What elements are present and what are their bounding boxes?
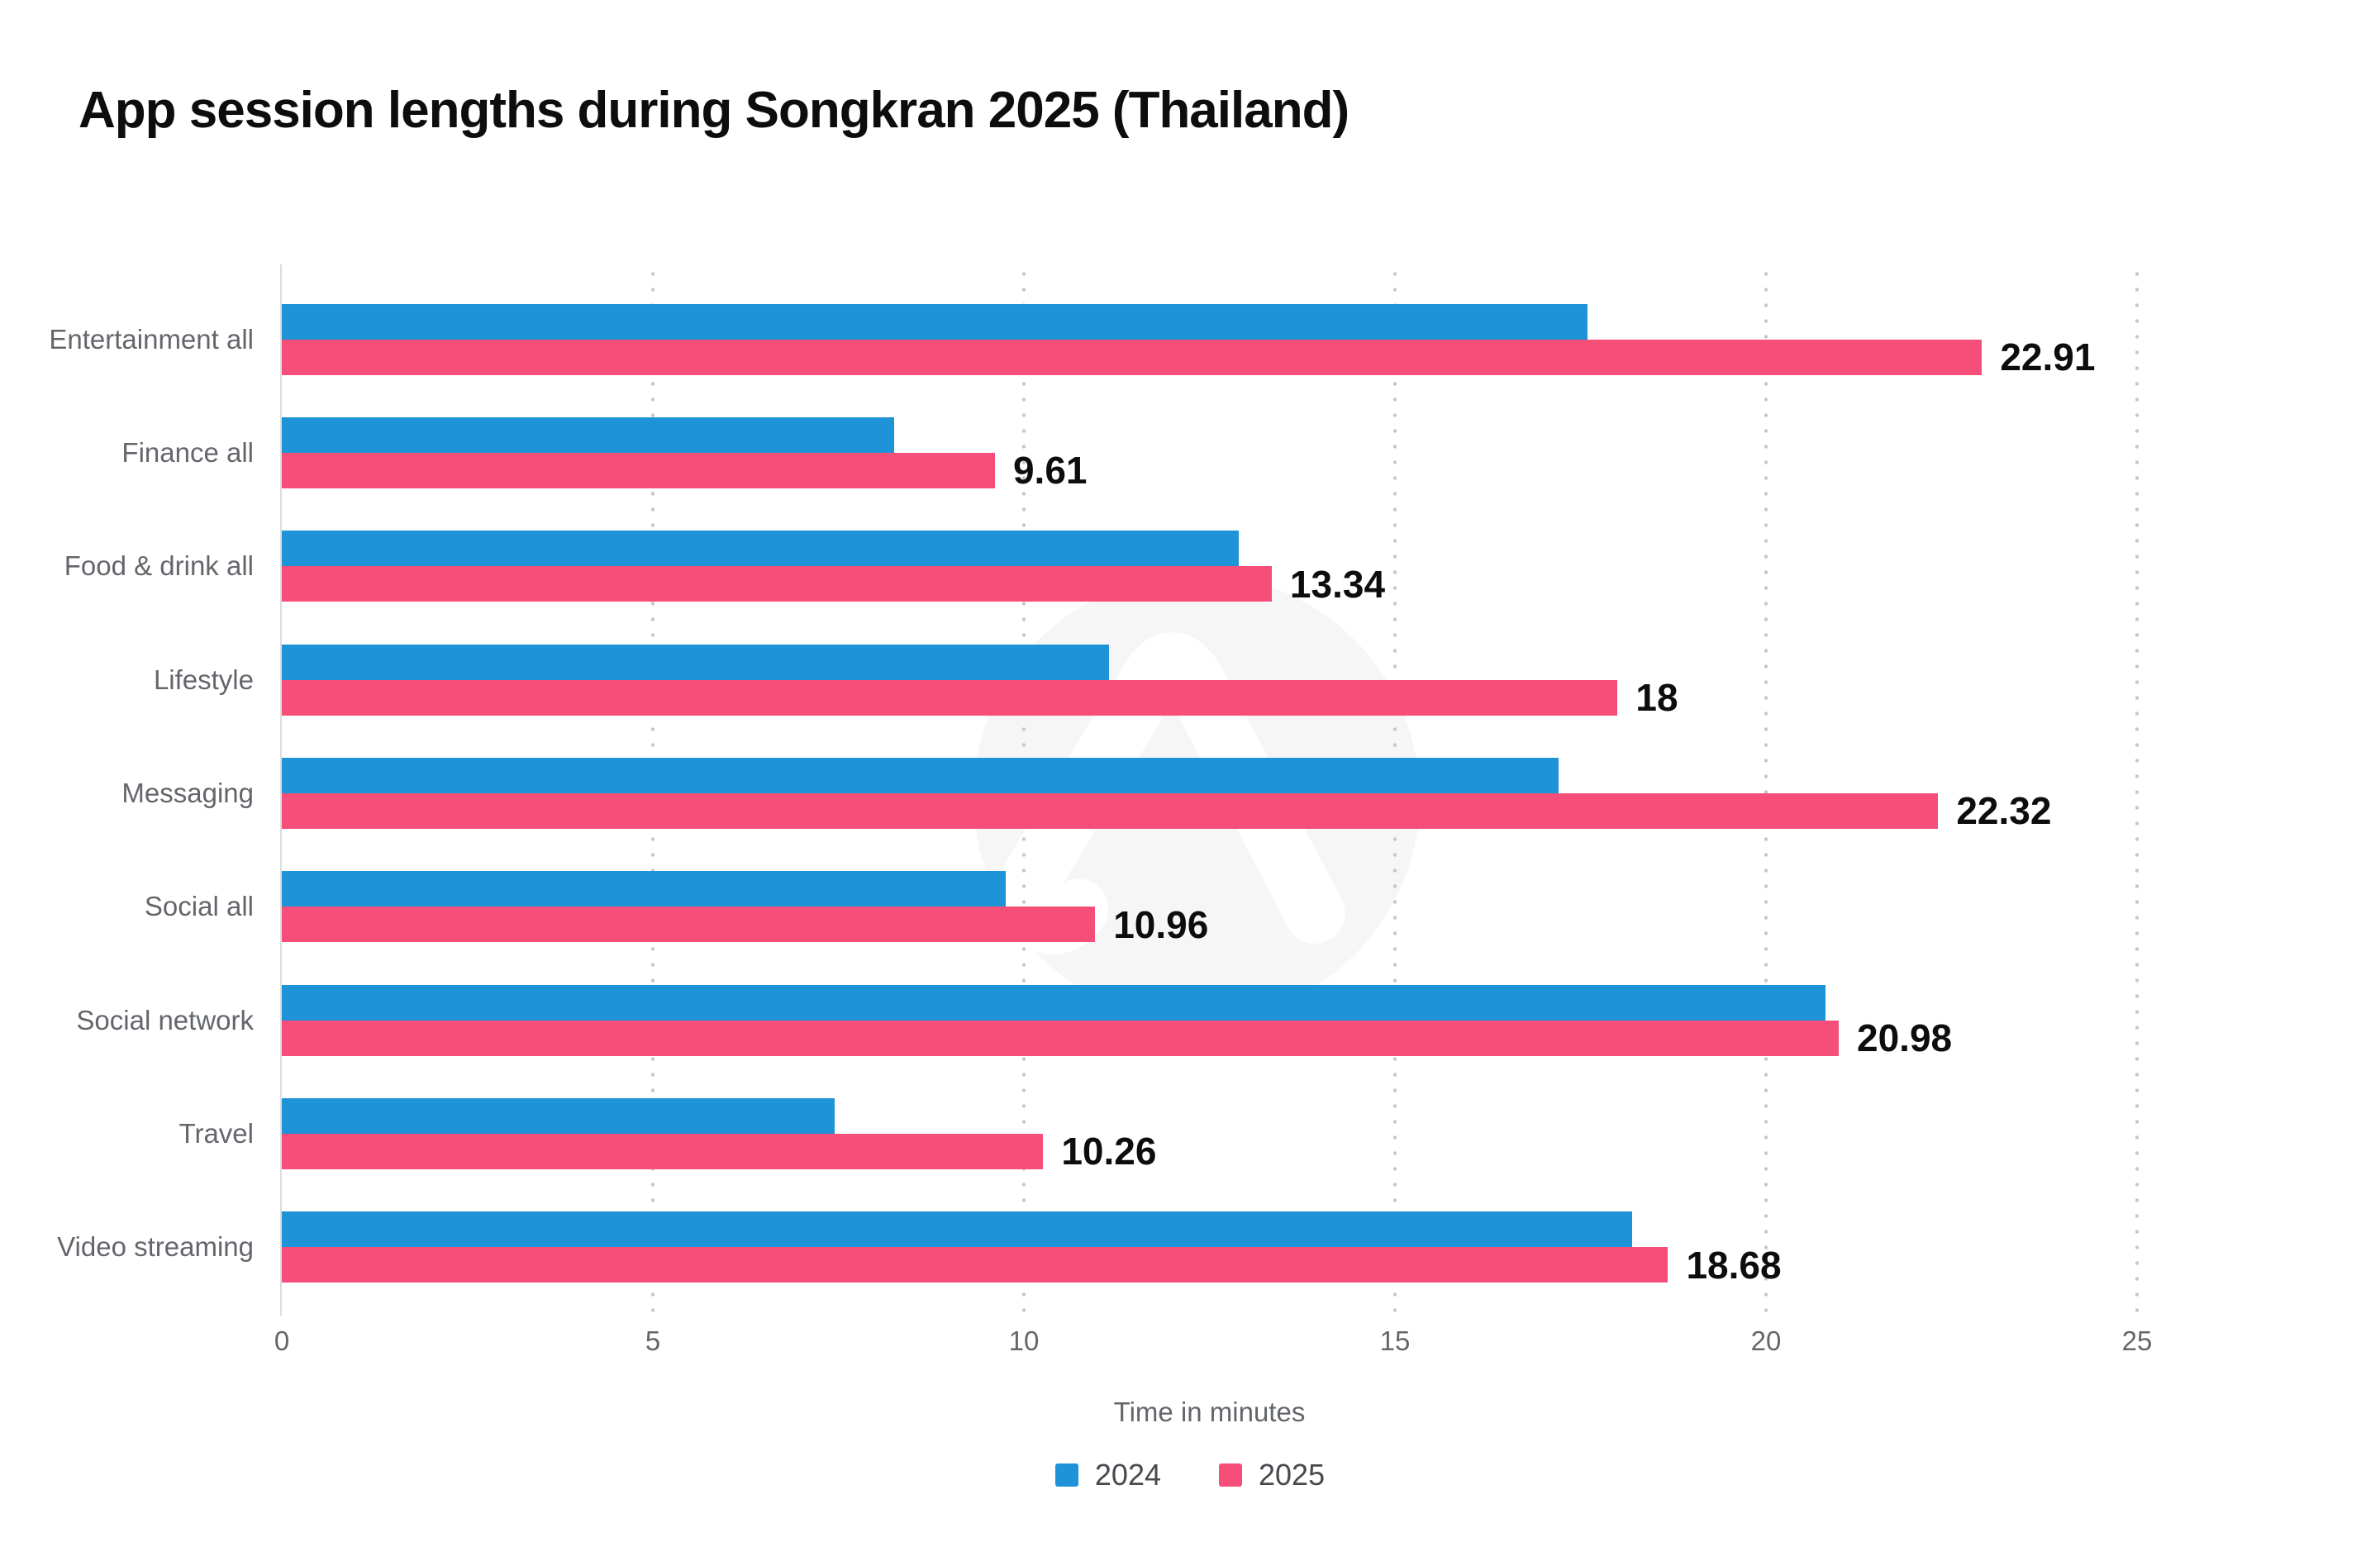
category-row: Finance all 9.61 [121, 396, 2137, 509]
bar-line-2025: 13.34 [282, 563, 2137, 606]
x-tick-label-0: 0 [274, 1325, 290, 1356]
bar-2024 [282, 871, 1006, 907]
legend-item-2025: 2025 [1219, 1458, 1325, 1492]
bar-line-2024 [282, 644, 2137, 680]
data-label: 22.32 [1956, 789, 2052, 833]
bar-line-2024 [282, 1211, 2137, 1248]
legend-label: 2024 [1094, 1458, 1161, 1492]
bar-2025 [282, 792, 1939, 829]
legend: 2024 2025 [0, 1458, 2380, 1492]
bar-line-2025: 18.68 [282, 1244, 2137, 1287]
bar-line-2025: 18 [282, 676, 2137, 719]
category-label: Travel [178, 1117, 254, 1149]
bar-line-2024 [282, 303, 2137, 340]
bar-pair: 22.32 [282, 757, 2137, 832]
bar-2025 [282, 1247, 1668, 1283]
gridline-20 [1764, 266, 1768, 1316]
y-axis-line [280, 264, 282, 1316]
bar-line-2025: 22.32 [282, 789, 2137, 832]
bar-line-2024 [282, 531, 2137, 567]
bar-line-2025: 9.61 [282, 449, 2137, 492]
x-tick-label-25: 25 [2121, 1325, 2153, 1356]
data-label: 10.26 [1061, 1130, 1157, 1173]
x-tick-label-10: 10 [1008, 1325, 1040, 1356]
data-label: 18 [1635, 676, 1678, 720]
legend-item-2024: 2024 [1054, 1458, 1161, 1492]
data-label: 13.34 [1289, 562, 1386, 606]
bar-2024 [282, 644, 1110, 680]
bar-pair: 10.96 [282, 871, 2137, 946]
category-row: Video streaming 18.68 [57, 1191, 2137, 1304]
bar-2024 [282, 303, 1588, 340]
data-label: 10.96 [1113, 902, 1209, 946]
category-label: Finance all [121, 436, 254, 468]
category-label: Social network [76, 1004, 254, 1035]
bar-line-2025: 10.26 [282, 1130, 2137, 1173]
bar-pair: 13.34 [282, 531, 2137, 606]
category-row: Lifestyle 18 [154, 623, 2137, 736]
category-row: Messaging 22.32 [121, 736, 2137, 850]
bar-2025 [282, 907, 1096, 943]
x-tick-label-15: 15 [1379, 1325, 1411, 1356]
category-label: Lifestyle [153, 664, 254, 695]
bar-2024 [282, 1211, 1633, 1248]
category-row: Social network 20.98 [76, 964, 2137, 1077]
category-row: Food & drink all 13.34 [64, 510, 2137, 623]
bar-pair: 22.91 [282, 303, 2137, 378]
category-label: Social all [144, 891, 254, 922]
category-label: Video streaming [57, 1231, 254, 1263]
category-row: Travel 10.26 [179, 1077, 2137, 1190]
bar-2024 [282, 416, 894, 453]
bar-line-2024 [282, 984, 2137, 1021]
data-label: 9.61 [1012, 449, 1088, 493]
bar-2024 [282, 1097, 835, 1134]
bar-line-2024 [282, 871, 2137, 907]
bar-line-2025: 20.98 [282, 1016, 2137, 1059]
x-axis-title: Time in minutes [1113, 1397, 1306, 1427]
bar-line-2024 [282, 1097, 2137, 1134]
bar-pair: 18 [282, 644, 2137, 719]
bar-line-2024 [282, 757, 2137, 793]
bar-2025 [282, 679, 1618, 716]
bar-line-2025: 10.96 [282, 903, 2137, 946]
legend-swatch-icon [1054, 1463, 1078, 1487]
bar-pair: 9.61 [282, 416, 2137, 492]
legend-label: 2025 [1259, 1458, 1326, 1492]
bar-2025 [282, 339, 1983, 375]
bar-2025 [282, 1020, 1839, 1056]
x-tick-label-20: 20 [1750, 1325, 1782, 1356]
bar-2025 [282, 1133, 1044, 1169]
bar-line-2024 [282, 416, 2137, 453]
legend-swatch-icon [1219, 1463, 1242, 1487]
data-label: 22.91 [2000, 336, 2096, 379]
category-label: Entertainment all [49, 323, 254, 355]
data-label: 18.68 [1686, 1243, 1782, 1287]
bar-pair: 10.26 [282, 1097, 2137, 1173]
x-axis-ticks: 0 5 10 15 20 25 [274, 1325, 2153, 1362]
bar-pair: 18.68 [282, 1211, 2137, 1287]
bar-2025 [282, 452, 995, 488]
category-row: Social all 10.96 [145, 850, 2137, 964]
bar-2024 [282, 757, 1559, 793]
category-row: Entertainment all 22.91 [49, 283, 2137, 396]
gridline-25 [2135, 266, 2139, 1316]
data-label: 20.98 [1857, 1016, 1953, 1060]
category-label: Messaging [121, 777, 254, 808]
category-label: Food & drink all [64, 550, 254, 582]
x-tick-label-5: 5 [645, 1325, 661, 1356]
bar-pair: 20.98 [282, 984, 2137, 1059]
bar-2024 [282, 531, 1240, 567]
bar-2025 [282, 566, 1272, 602]
bar-rows: Entertainment all 22.91 Finance all 9.61 Foo… [49, 283, 2137, 1304]
bar-line-2025: 22.91 [282, 336, 2137, 378]
chart-title: App session lengths during Songkran 2025… [79, 82, 1349, 139]
bar-2024 [282, 984, 1825, 1021]
